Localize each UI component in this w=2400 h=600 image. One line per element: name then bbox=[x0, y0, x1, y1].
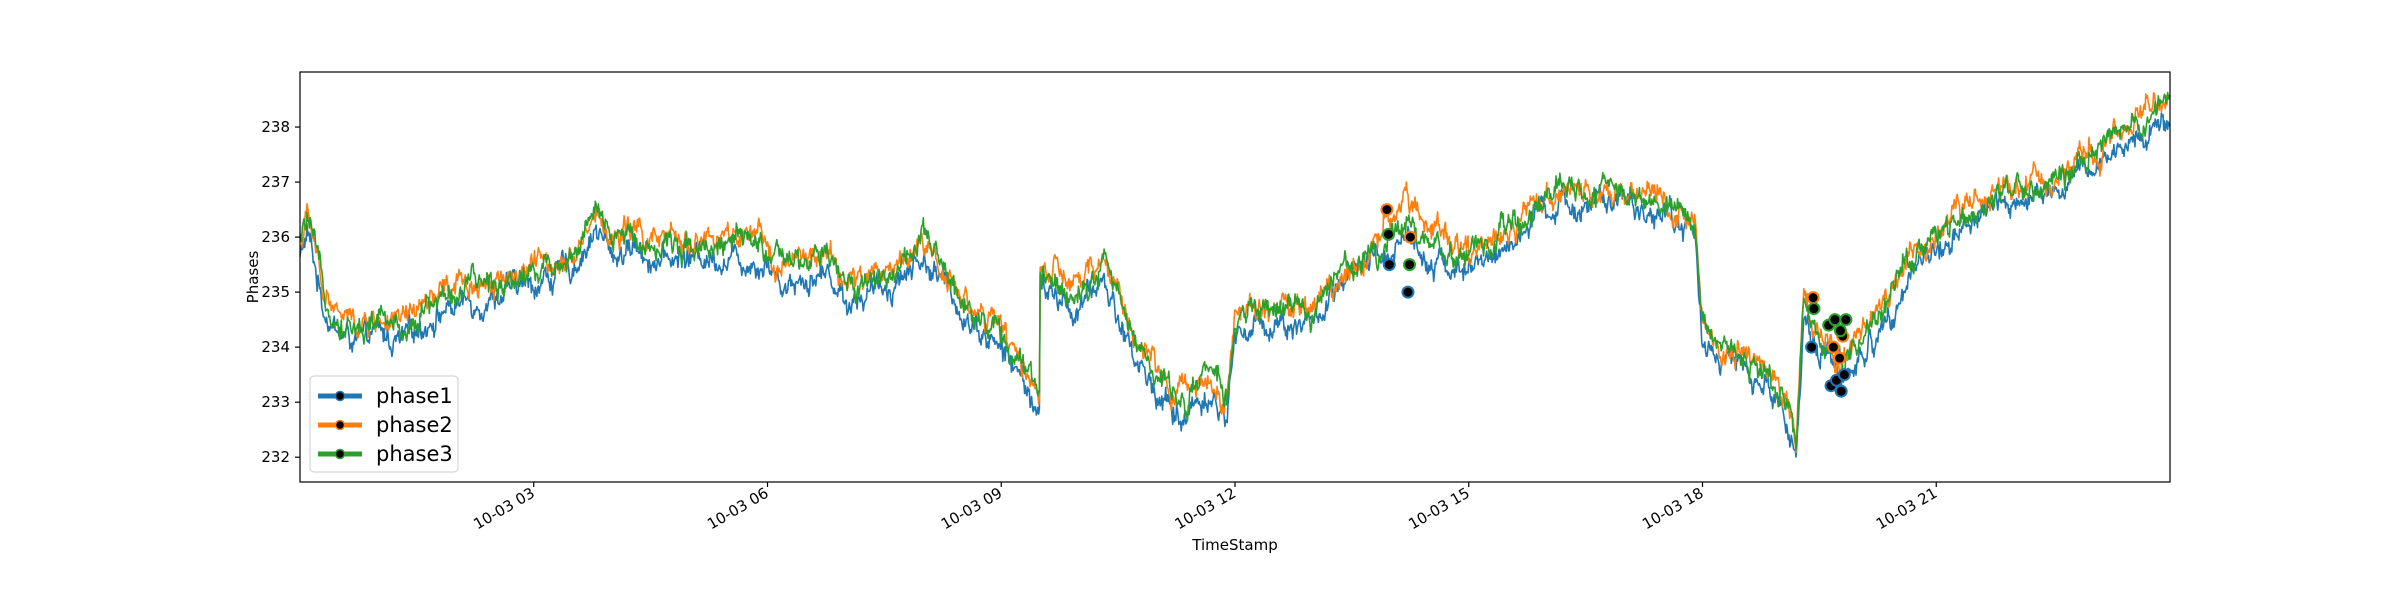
x-tick-label: 10-03 06 bbox=[704, 484, 771, 533]
phase2-marker bbox=[1403, 230, 1417, 244]
x-tick-label: 10-03 03 bbox=[470, 484, 537, 533]
axes-frame bbox=[299, 71, 2171, 483]
y-tick-label: 237 bbox=[261, 173, 290, 191]
phase1-line bbox=[300, 112, 2170, 458]
y-tick-label: 238 bbox=[261, 118, 290, 136]
y-tick-label: 233 bbox=[261, 393, 290, 411]
x-tick-label: 10-03 15 bbox=[1405, 484, 1472, 533]
phase2-marker bbox=[1806, 291, 1820, 305]
y-axis-title: Phases bbox=[244, 251, 262, 304]
phase3-marker bbox=[1807, 302, 1821, 316]
phase3-marker bbox=[1403, 258, 1417, 272]
x-tick-label: 10-03 18 bbox=[1639, 484, 1706, 533]
phase2-marker bbox=[1826, 340, 1840, 354]
y-axis: 232 233 234 235 236 237 238 bbox=[261, 118, 300, 466]
y-tick-label: 236 bbox=[261, 228, 290, 246]
phase2-legend-marker bbox=[334, 419, 346, 431]
y-tick-label: 232 bbox=[261, 448, 290, 466]
phase1-marker bbox=[1401, 285, 1415, 299]
phase3-marker bbox=[1839, 313, 1853, 327]
phase2-marker bbox=[1380, 203, 1394, 217]
plot-area bbox=[300, 91, 2170, 458]
phase1-marker bbox=[1805, 340, 1819, 354]
phase3-legend-marker bbox=[334, 448, 346, 460]
phase1-marker bbox=[1837, 368, 1851, 382]
phase3-marker bbox=[1381, 227, 1395, 241]
phase2-line bbox=[300, 92, 2170, 454]
x-axis: 10-03 03 10-03 06 10-03 09 10-03 12 10-03 15… bbox=[470, 482, 1940, 533]
phase3-legend-label: phase3 bbox=[376, 442, 453, 466]
phase1-marker bbox=[1382, 258, 1396, 272]
phase1-legend-marker bbox=[334, 390, 346, 402]
phase1-legend-label: phase1 bbox=[376, 384, 453, 408]
y-tick-label: 234 bbox=[261, 338, 290, 356]
x-tick-label: 10-03 09 bbox=[938, 484, 1005, 533]
y-tick-label: 235 bbox=[261, 283, 290, 301]
phase2-marker bbox=[1833, 351, 1847, 365]
phase3-marker bbox=[1833, 324, 1847, 338]
legend-box bbox=[309, 375, 459, 473]
phase3-marker bbox=[1828, 313, 1842, 327]
phase1-marker bbox=[1834, 384, 1848, 398]
phase3-line bbox=[300, 91, 2170, 451]
x-axis-title: TimeStamp bbox=[1191, 536, 1277, 554]
legend: phase1 phase2 phase3 bbox=[309, 375, 459, 473]
x-tick-label: 10-03 21 bbox=[1873, 484, 1940, 533]
phase2-legend-label: phase2 bbox=[376, 413, 453, 437]
x-tick-label: 10-03 12 bbox=[1172, 484, 1239, 533]
